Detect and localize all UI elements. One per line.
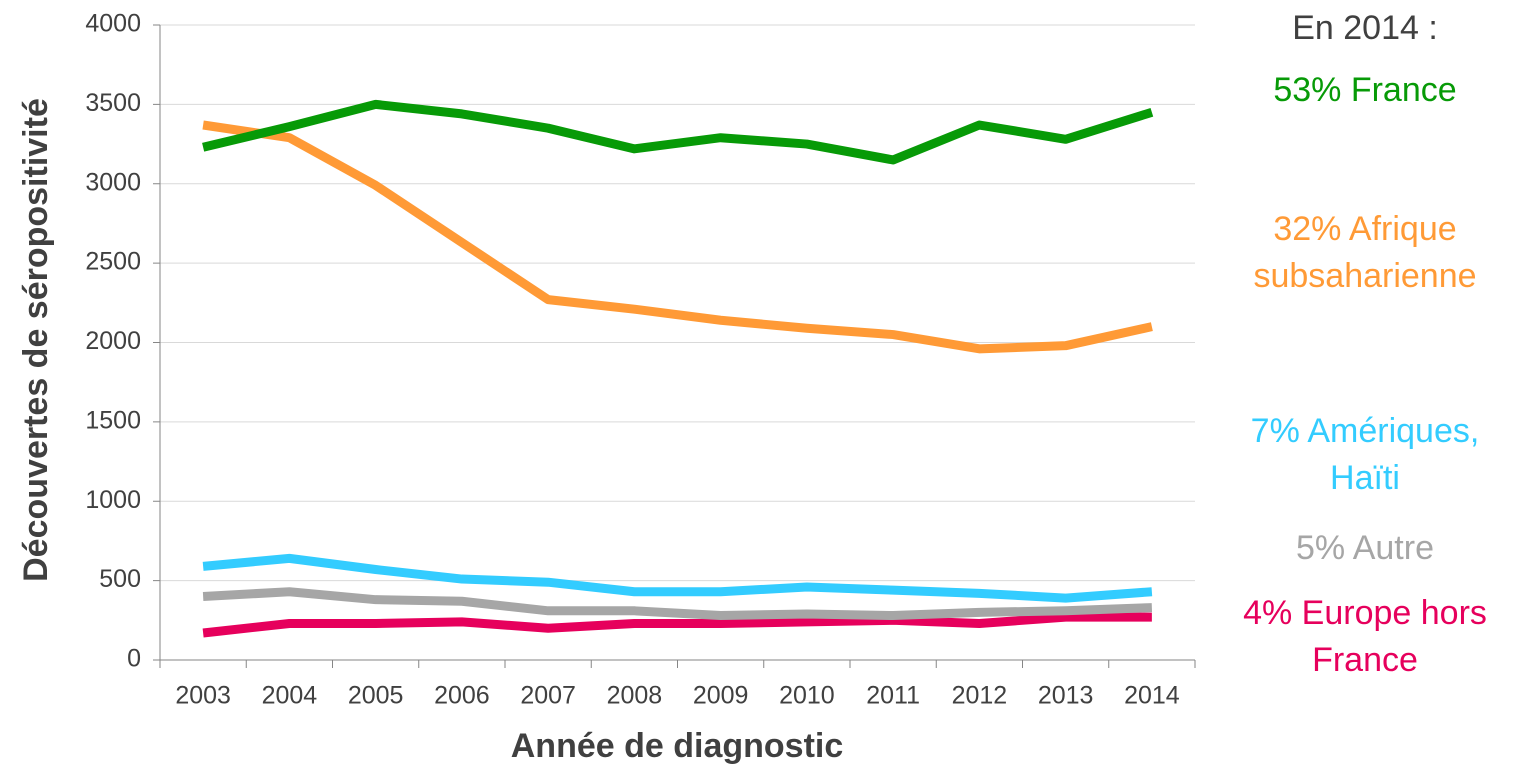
x-tick-label: 2005 bbox=[348, 682, 404, 710]
y-tick-label: 2000 bbox=[85, 327, 141, 355]
x-tick-label: 2013 bbox=[1038, 682, 1094, 710]
series-label: 5% Autre bbox=[1296, 529, 1434, 567]
y-tick-label: 0 bbox=[127, 645, 141, 673]
x-tick-label: 2012 bbox=[952, 682, 1008, 710]
series-line bbox=[202, 612, 1152, 638]
x-tick-label: 2008 bbox=[607, 682, 663, 710]
y-tick-label: 1500 bbox=[85, 406, 141, 434]
x-tick-label: 2003 bbox=[175, 682, 231, 710]
x-tick-label: 2010 bbox=[779, 682, 835, 710]
y-tick-label: 3500 bbox=[85, 89, 141, 117]
annotation-title: En 2014 : bbox=[1292, 9, 1438, 47]
y-tick-label: 2500 bbox=[85, 248, 141, 276]
x-tick-label: 2011 bbox=[866, 682, 920, 710]
y-tick-label: 3000 bbox=[85, 168, 141, 196]
series-line bbox=[202, 553, 1153, 603]
series-label: 7% Amériques, Haïti bbox=[1250, 412, 1480, 497]
series-line bbox=[202, 99, 1154, 165]
x-tick-label: 2009 bbox=[693, 682, 749, 710]
y-tick-label: 4000 bbox=[85, 10, 141, 38]
series-label: 53% France bbox=[1273, 71, 1457, 109]
series-line bbox=[202, 120, 1153, 354]
x-tick-label: 2007 bbox=[520, 682, 576, 710]
series-label: 32% Afrique subsaharienne bbox=[1253, 210, 1477, 295]
x-axis-title: Année de diagnostic bbox=[511, 727, 844, 765]
x-tick-label: 2006 bbox=[434, 682, 490, 710]
x-tick-label: 2004 bbox=[262, 682, 318, 710]
series-label: 4% Europe hors France bbox=[1243, 594, 1487, 679]
series-line bbox=[202, 587, 1153, 621]
x-tick-label: 2014 bbox=[1124, 682, 1180, 710]
y-axis-title: Découvertes de séropositivité bbox=[17, 98, 55, 582]
y-tick-label: 500 bbox=[99, 565, 141, 593]
y-tick-label: 1000 bbox=[85, 486, 141, 514]
